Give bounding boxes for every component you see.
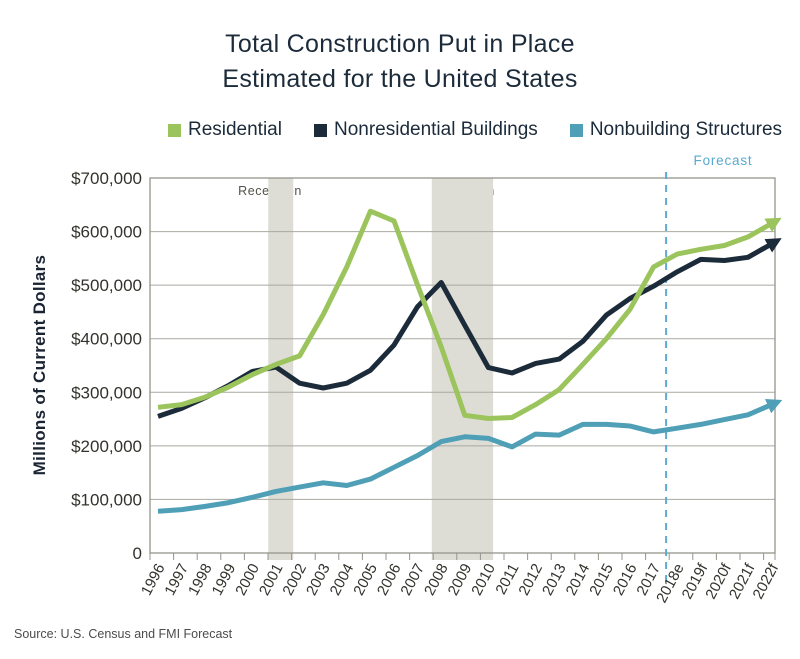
legend-item-nonresidential: Nonresidential Buildings <box>313 119 538 141</box>
legend-swatch-residential <box>167 123 181 137</box>
legend-item-nonbuilding: Nonbuilding Structures <box>569 119 783 141</box>
series-line-residential <box>157 208 782 421</box>
x-tick-label: 2022f <box>749 560 782 602</box>
legend-swatch-nonresidential <box>313 123 327 137</box>
chart-title: Total Construction Put in Place Estimate… <box>0 27 800 97</box>
forecast-label: Forecast <box>693 153 753 168</box>
legend-label-residential: Residential <box>187 119 282 140</box>
y-tick-label: $500,000 <box>71 276 142 295</box>
chart-title-line-2: Estimated for the United States <box>222 65 578 93</box>
legend: Residential Nonresidential Buildings Non… <box>150 119 800 141</box>
legend-label-nonresidential: Nonresidential Buildings <box>333 119 538 140</box>
series-line-nonbuilding-structures <box>157 399 783 514</box>
y-tick-label: $300,000 <box>71 383 142 402</box>
x-tick-label: 2010 <box>468 561 499 598</box>
chart-title-line-1: Total Construction Put in Place <box>225 30 575 58</box>
y-tick-label: $700,000 <box>71 169 142 188</box>
source-note: Source: U.S. Census and FMI Forecast <box>14 627 233 641</box>
recession-band <box>431 178 494 560</box>
legend-label-nonbuilding: Nonbuilding Structures <box>589 119 783 140</box>
legend-swatch-nonbuilding <box>569 123 583 137</box>
y-tick-label: $400,000 <box>71 330 142 349</box>
y-tick-label: $600,000 <box>71 223 142 242</box>
y-tick-label: $100,000 <box>71 490 142 509</box>
y-tick-label: $200,000 <box>71 437 142 456</box>
legend-item-residential: Residential <box>167 119 282 141</box>
plot-border <box>149 177 776 554</box>
y-tick-label: 0 <box>133 544 142 563</box>
